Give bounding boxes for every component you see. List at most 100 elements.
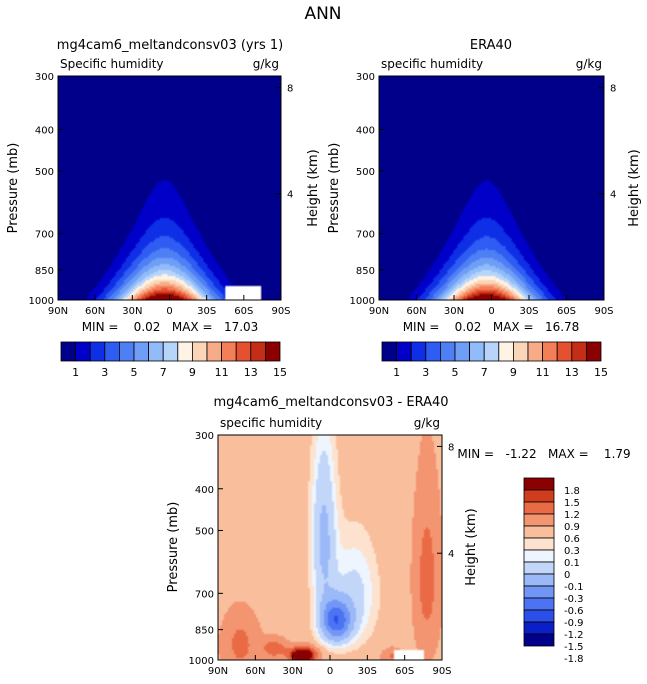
colorbar-swatch — [523, 609, 555, 623]
colorbar-label: 11 — [536, 366, 550, 379]
colorbar-swatch — [206, 341, 223, 362]
colorbar-swatch — [264, 341, 281, 362]
colorbar-label: 0 — [564, 570, 570, 581]
colorbar-swatch — [523, 489, 555, 503]
model-y-ticks: 300 400 500 700 850 1000 — [29, 72, 63, 307]
y-tick-label: 500 — [35, 167, 54, 178]
x-tick-label: 60S — [234, 306, 253, 317]
difference-units: g/kg — [414, 416, 440, 430]
colorbar-label: 3 — [101, 366, 108, 379]
x-tick-label: 0 — [166, 306, 172, 317]
obs-panel-title: ERA40 — [470, 38, 512, 53]
y-tick-label: 300 — [195, 431, 214, 442]
colorbar-label: 5 — [131, 366, 138, 379]
model-stats: MIN = 0.02 MAX = 17.03 — [82, 320, 259, 334]
difference-panel: mg4cam6_meltandconsv03 - ERA40 specific … — [166, 395, 631, 677]
colorbar-swatch — [527, 341, 544, 362]
y-tick-label: 300 — [356, 72, 375, 83]
colorbar-swatch — [381, 341, 398, 362]
y-tick-label: 500 — [356, 167, 375, 178]
colorbar-swatch — [454, 341, 471, 362]
colorbar-label: -1.5 — [564, 642, 584, 653]
colorbar-swatch — [469, 341, 485, 362]
colorbar-label: 7 — [160, 366, 167, 379]
x-tick-label: 90S — [594, 306, 613, 317]
obs-left-title: specific humidity — [381, 57, 483, 71]
model-x-ticks: 90N 60N 30N 0 30S 60S 90S — [48, 295, 291, 317]
x-tick-label: 30N — [283, 666, 303, 677]
colorbar-swatch — [586, 341, 602, 362]
colorbar-swatch — [221, 341, 237, 362]
x-tick-label: 90S — [432, 666, 451, 677]
colorbar-label: 11 — [215, 366, 229, 379]
y-tick-label: 850 — [356, 266, 375, 277]
colorbar-label: -0.3 — [564, 594, 584, 605]
colorbar-swatch — [523, 621, 555, 635]
colorbar-swatch — [89, 341, 106, 362]
x-tick-label: 90N — [48, 306, 68, 317]
difference-x-ticks: 90N 60N 30N 0 30S 60S 90S — [208, 655, 452, 677]
colorbar-swatch — [410, 341, 427, 362]
obs-y-ticks: 300 400 500 700 850 1000 — [350, 72, 384, 307]
model-contour-field — [58, 76, 281, 300]
colorbar-label: 15 — [594, 366, 608, 379]
right-tick-label: 4 — [448, 549, 454, 560]
difference-left-title: specific humidity — [220, 416, 322, 430]
colorbar-swatch — [523, 561, 555, 575]
y-tick-label: 700 — [356, 230, 375, 241]
colorbar-swatch — [75, 341, 91, 362]
colorbar-swatch — [60, 341, 77, 362]
colorbar-swatch — [439, 341, 456, 362]
colorbar-label: 1 — [72, 366, 79, 379]
colorbar-swatch — [162, 341, 179, 362]
x-tick-label: 30N — [122, 306, 142, 317]
y-tick-label: 850 — [195, 626, 214, 637]
colorbar-label: 1.2 — [564, 510, 580, 521]
colorbar-label: 1 — [393, 366, 400, 379]
colorbar-label: 9 — [189, 366, 196, 379]
x-tick-label: 60N — [406, 306, 426, 317]
difference-contour-field — [218, 435, 442, 660]
x-tick-label: 90N — [208, 666, 228, 677]
y-tick-label: 700 — [195, 589, 214, 600]
colorbar-label: 0.9 — [564, 522, 580, 533]
colorbar-swatch — [177, 341, 193, 362]
colorbar-label: 5 — [452, 366, 459, 379]
colorbar-swatch — [523, 549, 555, 563]
difference-y-ticks: 300 400 500 700 850 1000 — [189, 431, 223, 667]
model-units: g/kg — [253, 57, 279, 71]
colorbar-swatch — [523, 537, 555, 551]
y-tick-label: 500 — [195, 526, 214, 537]
colorbar-swatch — [119, 341, 135, 362]
y-tick-label: 1000 — [189, 656, 214, 667]
colorbar-swatch — [523, 477, 555, 491]
obs-x-ticks: 90N 60N 30N 0 30S 60S 90S — [369, 295, 614, 317]
obs-y-axis-label: Pressure (mb) — [327, 143, 342, 234]
colorbar-label: -1.2 — [564, 630, 584, 641]
colorbar-label: 0.3 — [564, 546, 580, 557]
colorbar-swatch — [556, 341, 573, 362]
model-panel-title: mg4cam6_meltandconsv03 (yrs 1) — [57, 38, 283, 53]
colorbar-swatch — [523, 513, 555, 527]
obs-panel: ERA40 specific humidity g/kg Pressure (m… — [327, 38, 642, 334]
colorbar-label: 13 — [565, 366, 579, 379]
colorbar-swatch — [235, 341, 252, 362]
y-tick-label: 400 — [35, 126, 54, 137]
x-tick-label: 60N — [245, 666, 265, 677]
model-right-ticks: 84 — [276, 83, 293, 201]
colorbar-swatch — [104, 341, 120, 362]
obs-colorbar: 1 3 5 7 9 11 13 15 — [381, 341, 608, 379]
colorbar-swatch — [513, 341, 529, 362]
x-tick-label: 30S — [197, 306, 216, 317]
difference-right-axis-label: Height (km) — [464, 508, 479, 585]
colorbar-label: -1.8 — [564, 654, 584, 665]
difference-right-ticks: 84 — [437, 442, 454, 560]
colorbar-label: 7 — [481, 366, 488, 379]
colorbar-swatch — [523, 573, 555, 587]
colorbar-swatch — [425, 341, 441, 362]
difference-colorbar: 1.81.51.20.90.60.30.10-0.1-0.3-0.6-0.9-1… — [523, 477, 584, 665]
x-tick-label: 30N — [444, 306, 464, 317]
right-tick-label: 8 — [448, 442, 454, 453]
colorbar-label: -0.6 — [564, 606, 584, 617]
